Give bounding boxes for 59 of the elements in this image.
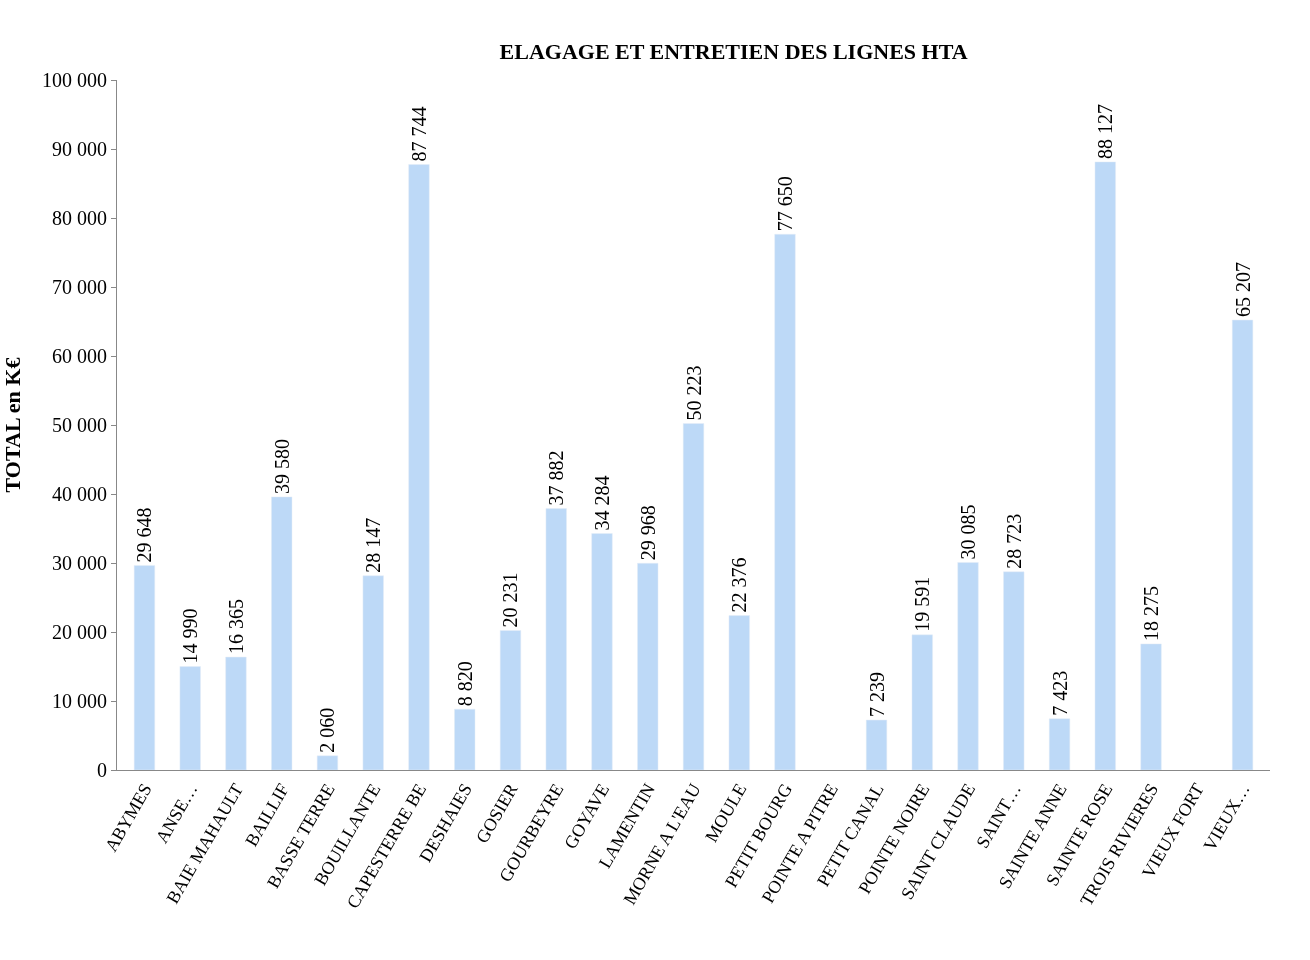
data-label: 65 207 [1231, 262, 1254, 318]
bar [545, 508, 567, 770]
data-label: 22 376 [728, 557, 751, 613]
bar [728, 615, 750, 770]
bar [179, 666, 201, 770]
y-tick-label: 50 000 [52, 414, 107, 436]
bar [499, 630, 522, 770]
y-axis-title: TOTAL en K€ [0, 357, 25, 493]
bar [225, 656, 247, 770]
data-label: 28 147 [362, 517, 385, 573]
data-label: 19 591 [911, 576, 934, 632]
bar [637, 562, 659, 770]
data-label: 37 882 [545, 450, 568, 506]
chart-title: ELAGAGE ET ENTRETIEN DES LIGNES HTA [499, 38, 968, 64]
bar [362, 575, 384, 770]
data-label: 2 060 [316, 707, 339, 753]
data-label: 7 423 [1048, 670, 1071, 716]
bar [957, 562, 979, 770]
data-label: 30 085 [957, 504, 980, 560]
y-tick-label: 80 000 [52, 207, 107, 229]
bar [1094, 161, 1116, 770]
data-label: 88 127 [1094, 103, 1117, 159]
data-label: 16 365 [224, 599, 247, 655]
data-label: 29 648 [133, 507, 156, 563]
data-label: 8 820 [453, 661, 476, 707]
bar [591, 533, 613, 770]
bar [454, 708, 476, 770]
data-label: 28 723 [1002, 513, 1025, 569]
bar [911, 634, 933, 770]
data-label: 7 239 [865, 672, 888, 718]
bar [865, 719, 888, 770]
bar [1232, 319, 1254, 770]
data-label: 20 231 [499, 572, 522, 628]
data-label: 39 580 [270, 438, 293, 494]
y-tick-label: 70 000 [52, 276, 107, 298]
y-tick-label: 20 000 [52, 621, 107, 643]
bar [1048, 718, 1071, 770]
data-label: 18 275 [1140, 585, 1163, 641]
y-tick-label: 100 000 [42, 69, 107, 91]
data-label: 34 284 [590, 475, 613, 531]
bar [316, 755, 339, 770]
data-label: 14 990 [179, 608, 202, 664]
bar [774, 233, 796, 770]
data-label: 29 968 [636, 505, 659, 561]
bar [1003, 571, 1025, 770]
y-tick-label: 40 000 [52, 483, 107, 505]
bar [133, 565, 155, 770]
bar [271, 496, 293, 770]
bar [408, 164, 430, 770]
bar [682, 423, 705, 770]
y-tick-label: 60 000 [52, 345, 107, 367]
y-tick-label: 0 [97, 759, 107, 781]
bar [1140, 643, 1162, 770]
data-label: 87 744 [407, 106, 430, 162]
data-label: 50 223 [682, 365, 705, 421]
data-label: 77 650 [774, 176, 797, 232]
y-tick-label: 90 000 [52, 138, 107, 160]
y-tick-label: 10 000 [52, 690, 107, 712]
y-tick-label: 30 000 [52, 552, 107, 574]
